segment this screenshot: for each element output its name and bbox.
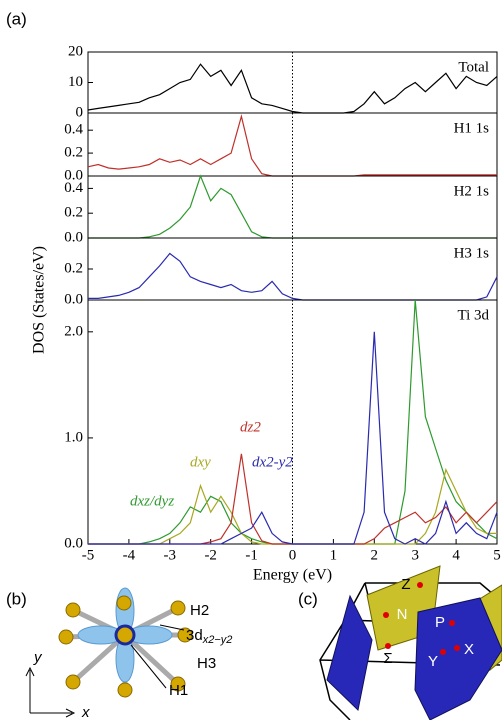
y-tick-label: 0 [76,104,84,120]
x-tick-label: -1 [245,547,258,563]
y-tick-label: 10 [68,74,83,90]
x-tick-label: 3 [411,547,419,563]
x-tick-label: 5 [493,547,501,563]
k-point [454,645,460,651]
k-points: ZN P Σ Y X [383,576,474,670]
panel-label: Total [458,59,489,75]
x-tick-label: -5 [82,547,95,563]
panel-b: (b) H2 3dx2−y2 H3 H1 y x [6,587,232,720]
surface-blue [326,594,373,711]
orbital-sub: x2−y2 [202,634,233,646]
panel-label: Ti 3d [457,307,489,323]
x-axis-label: Energy (eV) [253,567,332,584]
atom-label: H3 [197,655,216,672]
k-point-label: N [397,606,408,623]
k-point [449,620,455,626]
k-point [385,643,391,649]
series-label: dz2 [240,419,261,435]
surface-blue [414,597,502,720]
y-tick-label: 0.0 [64,167,83,183]
panel-c: (c) ZN P Σ Y X [298,565,502,720]
atom-label: H1 [169,682,188,699]
y-tick-label: 0.4 [64,180,83,196]
k-point-label: X [464,641,474,658]
x-tick-label: 0 [289,547,297,563]
y-tick-label: 0.2 [64,260,83,276]
x-tick-label: -4 [123,547,136,563]
panel-label: H1 1s [454,120,490,136]
x-tick-label: 1 [330,547,338,563]
k-point [440,649,446,655]
y-tick-label: 0.0 [64,229,83,245]
series-label: dx2-y2 [252,454,293,470]
y-tick-label: 0.2 [64,205,83,221]
pointer [130,644,167,689]
y-tick-label: 0.2 [64,145,83,161]
dos-line [87,63,498,114]
series-label: dxy [190,454,211,470]
pointer [159,624,185,631]
y-tick-label: 0.0 [64,535,83,551]
k-point-label: Y [428,653,438,670]
atoms [58,595,193,698]
dos-line [87,114,497,177]
dos-line [88,331,498,545]
panel-label: (a) [6,9,27,28]
atom-label: H2 [190,602,209,619]
orbital-main: 3d [186,627,203,644]
k-point-label: Z [401,576,410,593]
axis-label: y [33,649,43,666]
k-point-label: Σ [383,650,392,667]
axis-label: x [81,704,90,720]
orbital-label: 3dx2−y2 [186,627,232,646]
panel-label: H2 1s [454,183,490,199]
x-tick-label: 4 [452,547,460,563]
y-tick-label: 1.0 [64,429,83,445]
series-label: dxz/dyz [130,493,174,509]
y-tick-label: 0.4 [64,122,83,138]
panel-label: (c) [298,589,318,608]
x-tick-label: -2 [204,547,217,563]
arrow-heads [25,666,76,718]
panel-label: (b) [6,589,27,608]
y-tick-label: 20 [68,43,83,59]
y-axis-label: DOS (States/eV) [31,246,48,354]
x-tick-label: 2 [371,547,379,563]
y-tick-label: 0.0 [64,291,83,307]
x-tick-label: -3 [164,547,177,563]
panel-label: H3 1s [454,245,490,261]
k-point [383,612,389,618]
k-point [417,582,423,588]
k-point-label: P [435,614,445,631]
y-tick-label: 2.0 [64,323,83,339]
